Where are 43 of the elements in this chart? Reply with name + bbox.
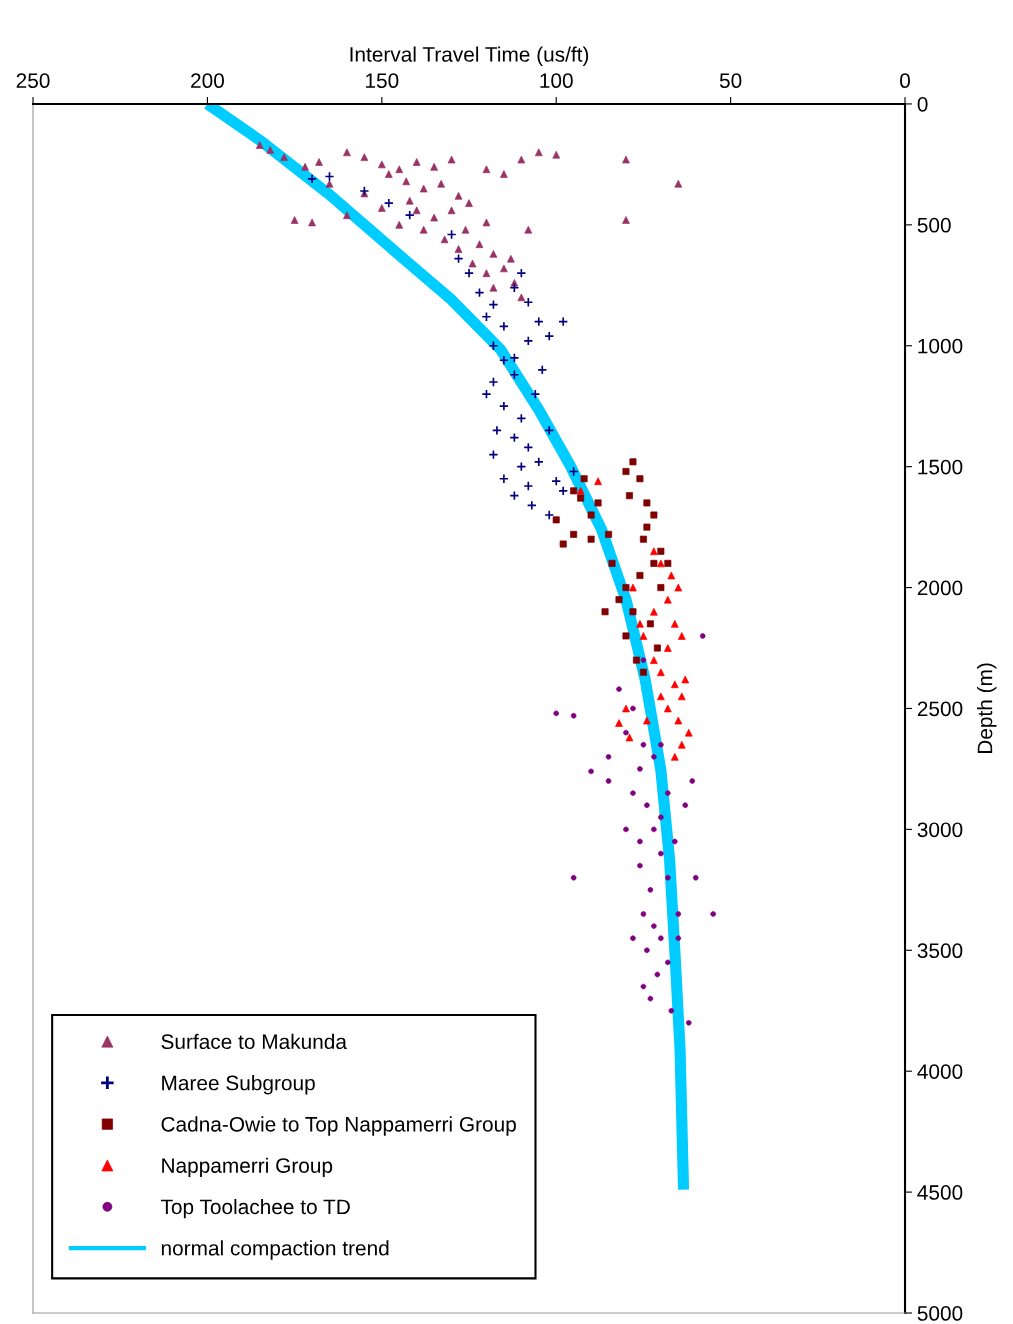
x-tick-label: 250 bbox=[16, 73, 50, 89]
point bbox=[544, 331, 555, 342]
legend-label: normal compaction trend bbox=[161, 1240, 389, 1260]
x-tick-label: 100 bbox=[540, 73, 573, 89]
x-tick-label: 200 bbox=[191, 73, 224, 89]
point bbox=[544, 510, 555, 521]
y-axis-title: Depth (m) bbox=[977, 663, 997, 754]
point bbox=[523, 297, 534, 308]
y-tick-label: 4000 bbox=[917, 1064, 963, 1079]
legend-label: Maree Subgroup bbox=[162, 1075, 315, 1095]
point bbox=[533, 456, 544, 467]
point bbox=[530, 389, 541, 400]
point bbox=[307, 173, 318, 184]
y-tick-label: 2000 bbox=[917, 580, 963, 596]
y-tick-label: 500 bbox=[917, 217, 951, 233]
y-tick-label: 3000 bbox=[917, 822, 963, 838]
point bbox=[498, 473, 509, 484]
x-tick-label: 50 bbox=[719, 73, 742, 89]
y-tick-label: 3500 bbox=[917, 943, 963, 959]
point bbox=[464, 268, 475, 279]
point bbox=[551, 476, 562, 487]
point bbox=[558, 485, 569, 496]
legend-label: Surface to Makunda bbox=[161, 1033, 347, 1050]
point bbox=[498, 401, 509, 412]
legend-label: Top Toolachee to TD bbox=[160, 1198, 350, 1219]
point bbox=[383, 198, 394, 209]
y-tick-label: 1500 bbox=[918, 459, 963, 475]
point bbox=[498, 355, 509, 366]
x-tick-label: 0 bbox=[900, 73, 910, 89]
point bbox=[537, 364, 548, 375]
y-tick-label: 5000 bbox=[917, 1306, 963, 1321]
legend-label: Cadna-Owie to Top Nappamerri Group bbox=[161, 1116, 516, 1136]
y-tick-label: 0 bbox=[917, 96, 928, 112]
y-tick-label: 1000 bbox=[918, 338, 963, 354]
legend-label: Nappamerri Group bbox=[162, 1157, 333, 1178]
point bbox=[523, 335, 534, 346]
x-axis-title: Interval Travel Time (us/ft) bbox=[350, 46, 589, 66]
x-tick-label: 150 bbox=[366, 73, 399, 89]
point bbox=[523, 442, 534, 453]
point bbox=[404, 210, 415, 221]
y-tick-label: 4500 bbox=[917, 1185, 963, 1200]
y-tick-label: 2500 bbox=[917, 701, 963, 717]
point bbox=[523, 481, 534, 492]
